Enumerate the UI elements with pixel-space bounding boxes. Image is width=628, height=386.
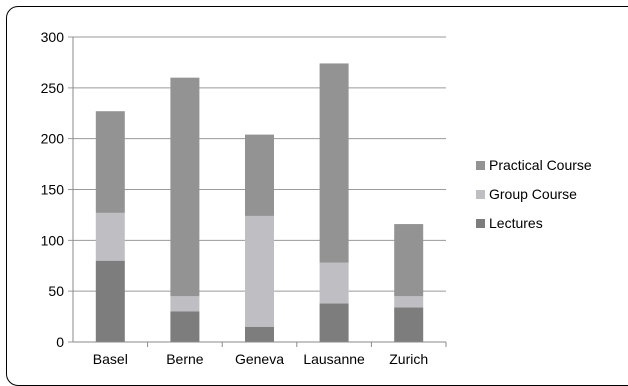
bar-zurich-group-course bbox=[394, 296, 424, 308]
bar-berne-lectures bbox=[170, 311, 200, 342]
axes bbox=[72, 37, 447, 347]
bar-basel-group-course bbox=[95, 212, 125, 261]
y-tick-label: 0 bbox=[56, 334, 64, 350]
y-tick-label: 300 bbox=[41, 29, 65, 45]
x-tick-label: Basel bbox=[93, 351, 128, 367]
bar-geneva-practical-course bbox=[245, 134, 274, 216]
bar-geneva-group-course bbox=[245, 215, 274, 327]
bar-lausanne-practical-course bbox=[319, 63, 349, 263]
x-tick-label: Berne bbox=[166, 351, 204, 367]
legend-label: Group Course bbox=[489, 186, 577, 202]
bar-lausanne-lectures bbox=[319, 303, 349, 342]
bar-berne-group-course bbox=[170, 296, 200, 312]
x-tick-label: Geneva bbox=[235, 351, 284, 367]
y-tick-label: 250 bbox=[41, 80, 65, 96]
bar-berne-practical-course bbox=[170, 77, 200, 297]
bars bbox=[95, 63, 424, 342]
legend-label: Lectures bbox=[489, 215, 543, 231]
bar-basel-practical-course bbox=[95, 111, 125, 213]
legend-label: Practical Course bbox=[489, 157, 592, 173]
x-axis-ticks: Basel Berne Geneva Lausanne Zurich bbox=[93, 351, 428, 367]
bar-basel-lectures bbox=[95, 260, 125, 342]
x-tick-label: Lausanne bbox=[303, 351, 365, 367]
bar-lausanne-group-course bbox=[319, 262, 349, 304]
y-axis-ticks: 0 50 100 150 200 250 300 bbox=[41, 29, 65, 350]
y-tick-label: 100 bbox=[41, 232, 65, 248]
y-tick-label: 50 bbox=[48, 283, 64, 299]
bar-zurich-lectures bbox=[394, 307, 424, 342]
stacked-bar-chart: 0 50 100 150 200 250 300 Basel Berne Geneva Lausa… bbox=[41, 29, 592, 367]
x-tick-label: Zurich bbox=[389, 351, 428, 367]
legend-swatch bbox=[476, 190, 485, 199]
y-tick-label: 200 bbox=[41, 131, 65, 147]
legend-swatch bbox=[476, 161, 485, 170]
bar-geneva-lectures bbox=[245, 326, 274, 342]
legend-swatch bbox=[476, 219, 485, 228]
bar-zurich-practical-course bbox=[394, 224, 424, 297]
legend: Practical Course Group Course Lectures bbox=[476, 157, 592, 231]
y-tick-label: 150 bbox=[41, 182, 65, 198]
